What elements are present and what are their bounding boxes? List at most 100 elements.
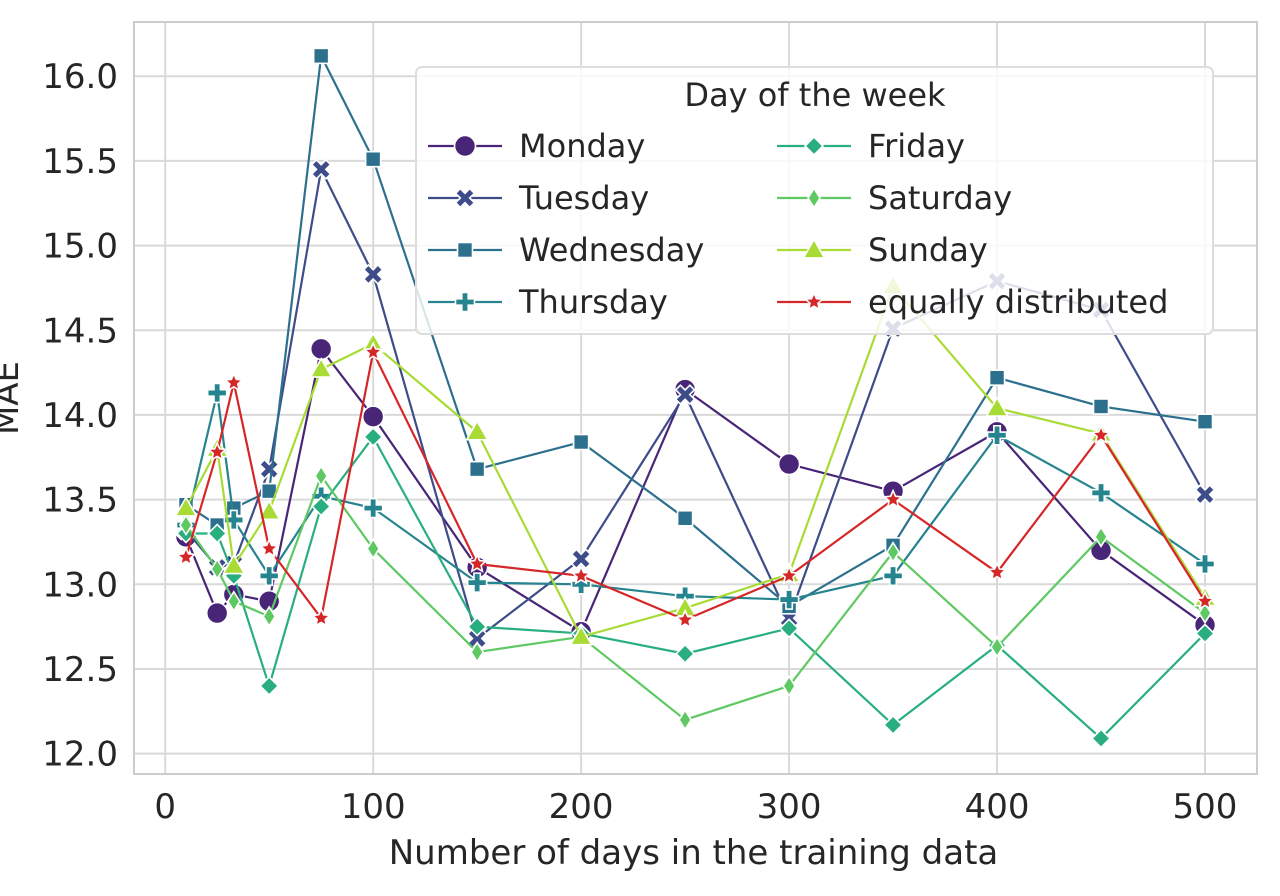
data-point-saturday	[886, 541, 901, 564]
series-line-friday	[185, 435, 1206, 740]
data-point-saturday	[226, 590, 241, 613]
data-point-equally-distributed	[1090, 424, 1112, 445]
data-point-tuesday	[310, 158, 332, 180]
data-point-saturday	[782, 674, 797, 697]
legend-item-thursday: Thursday	[428, 283, 668, 321]
data-point-wednesday	[676, 509, 694, 527]
data-point-saturday	[1198, 602, 1212, 625]
series-equally-distributed	[175, 341, 1216, 629]
y-tick-label: 15.5	[42, 142, 118, 182]
data-point-thursday	[206, 382, 228, 404]
x-axis-label: Number of days in the training data	[389, 833, 999, 873]
legend-label: Monday	[519, 127, 645, 165]
plot-frame	[133, 21, 1258, 775]
data-point-tuesday	[362, 263, 384, 285]
series-layer	[174, 47, 1217, 749]
data-point-sunday	[174, 495, 198, 517]
series-line-saturday	[185, 474, 1206, 721]
legend-title: Day of the week	[684, 76, 946, 114]
data-point-sunday	[221, 553, 246, 575]
legend: Day of the week Monday Tuesday Wednesday Th…	[415, 66, 1214, 335]
x-tick-label: 300	[757, 787, 822, 827]
data-point-tuesday	[570, 548, 592, 570]
data-point-friday	[363, 426, 384, 448]
data-point-sunday	[465, 419, 490, 441]
data-point-friday	[311, 496, 332, 517]
legend-item-equally-distributed: equally distributed	[777, 283, 1168, 321]
legend-label: Sunday	[868, 231, 988, 269]
data-point-tuesday	[674, 384, 696, 406]
legend-label: Thursday	[518, 283, 668, 321]
data-point-monday	[361, 405, 385, 428]
y-tick-label: 13.0	[42, 565, 118, 605]
data-point-friday	[1194, 623, 1216, 644]
data-point-sunday	[257, 499, 282, 521]
data-point-friday	[207, 523, 228, 544]
legend-marker	[454, 291, 476, 313]
legend-item-tuesday: Tuesday	[428, 179, 649, 217]
legend-label: Saturday	[868, 179, 1012, 217]
data-point-equally-distributed	[778, 564, 800, 585]
data-point-equally-distributed	[206, 441, 228, 462]
legend-label: Wednesday	[519, 231, 704, 269]
data-point-wednesday	[312, 47, 330, 65]
data-point-equally-distributed	[1194, 590, 1216, 611]
legend-item-saturday: Saturday	[777, 179, 1012, 217]
legend-marker	[456, 241, 474, 259]
x-axis: 0 100 200 300 400 500	[154, 787, 1237, 827]
data-point-friday	[882, 714, 904, 736]
legend-item-friday: Friday	[777, 127, 965, 165]
data-point-friday	[674, 643, 696, 664]
legend-marker	[803, 291, 825, 311]
y-tick-label: 13.5	[42, 481, 118, 521]
x-tick-label: 0	[154, 787, 176, 827]
data-point-equally-distributed	[466, 552, 488, 573]
y-tick-label: 16.0	[42, 57, 118, 97]
legend-item-wednesday: Wednesday	[428, 231, 704, 269]
data-point-wednesday	[364, 150, 382, 168]
legend-marker	[802, 237, 826, 259]
data-point-equally-distributed	[310, 607, 332, 628]
series-saturday	[179, 464, 1212, 731]
data-point-tuesday	[1194, 484, 1216, 506]
data-point-equally-distributed	[258, 537, 280, 558]
data-point-sunday	[985, 396, 1009, 417]
legend-marker	[453, 134, 477, 158]
data-point-friday	[1090, 728, 1112, 749]
data-point-equally-distributed	[882, 488, 904, 509]
data-point-thursday	[1194, 553, 1216, 575]
legend-item-sunday: Sunday	[777, 231, 988, 269]
legend-marker	[803, 135, 825, 157]
data-point-wednesday	[468, 460, 486, 478]
series-line-thursday	[184, 391, 1206, 601]
data-point-tuesday	[258, 458, 280, 480]
data-point-thursday	[1090, 482, 1112, 504]
data-point-thursday	[362, 497, 384, 519]
data-point-saturday	[314, 464, 329, 487]
data-point-monday	[205, 601, 229, 625]
data-point-equally-distributed	[223, 371, 245, 392]
data-point-saturday	[262, 605, 277, 628]
data-point-monday	[777, 452, 801, 476]
data-point-friday	[467, 616, 488, 637]
data-point-saturday	[990, 635, 1004, 658]
data-point-saturday	[678, 708, 693, 731]
data-point-saturday	[366, 537, 381, 560]
data-point-wednesday	[988, 369, 1006, 386]
data-point-saturday	[470, 641, 485, 664]
data-point-wednesday	[1196, 413, 1214, 431]
data-point-thursday	[223, 509, 245, 531]
data-point-equally-distributed	[175, 546, 197, 567]
legend-items: Monday Tuesday Wednesday Thursday Friday Satu…	[428, 127, 1168, 321]
data-point-thursday	[778, 589, 800, 610]
data-point-thursday	[466, 572, 488, 593]
y-tick-label: 14.5	[42, 311, 118, 351]
legend-label: equally distributed	[868, 283, 1168, 321]
data-point-monday	[309, 337, 333, 361]
data-point-thursday	[986, 424, 1008, 446]
data-point-thursday	[258, 565, 280, 587]
data-point-sunday	[569, 624, 593, 646]
data-point-sunday	[309, 357, 334, 378]
series-line-equally-distributed	[184, 351, 1206, 621]
data-point-saturday	[210, 558, 225, 581]
